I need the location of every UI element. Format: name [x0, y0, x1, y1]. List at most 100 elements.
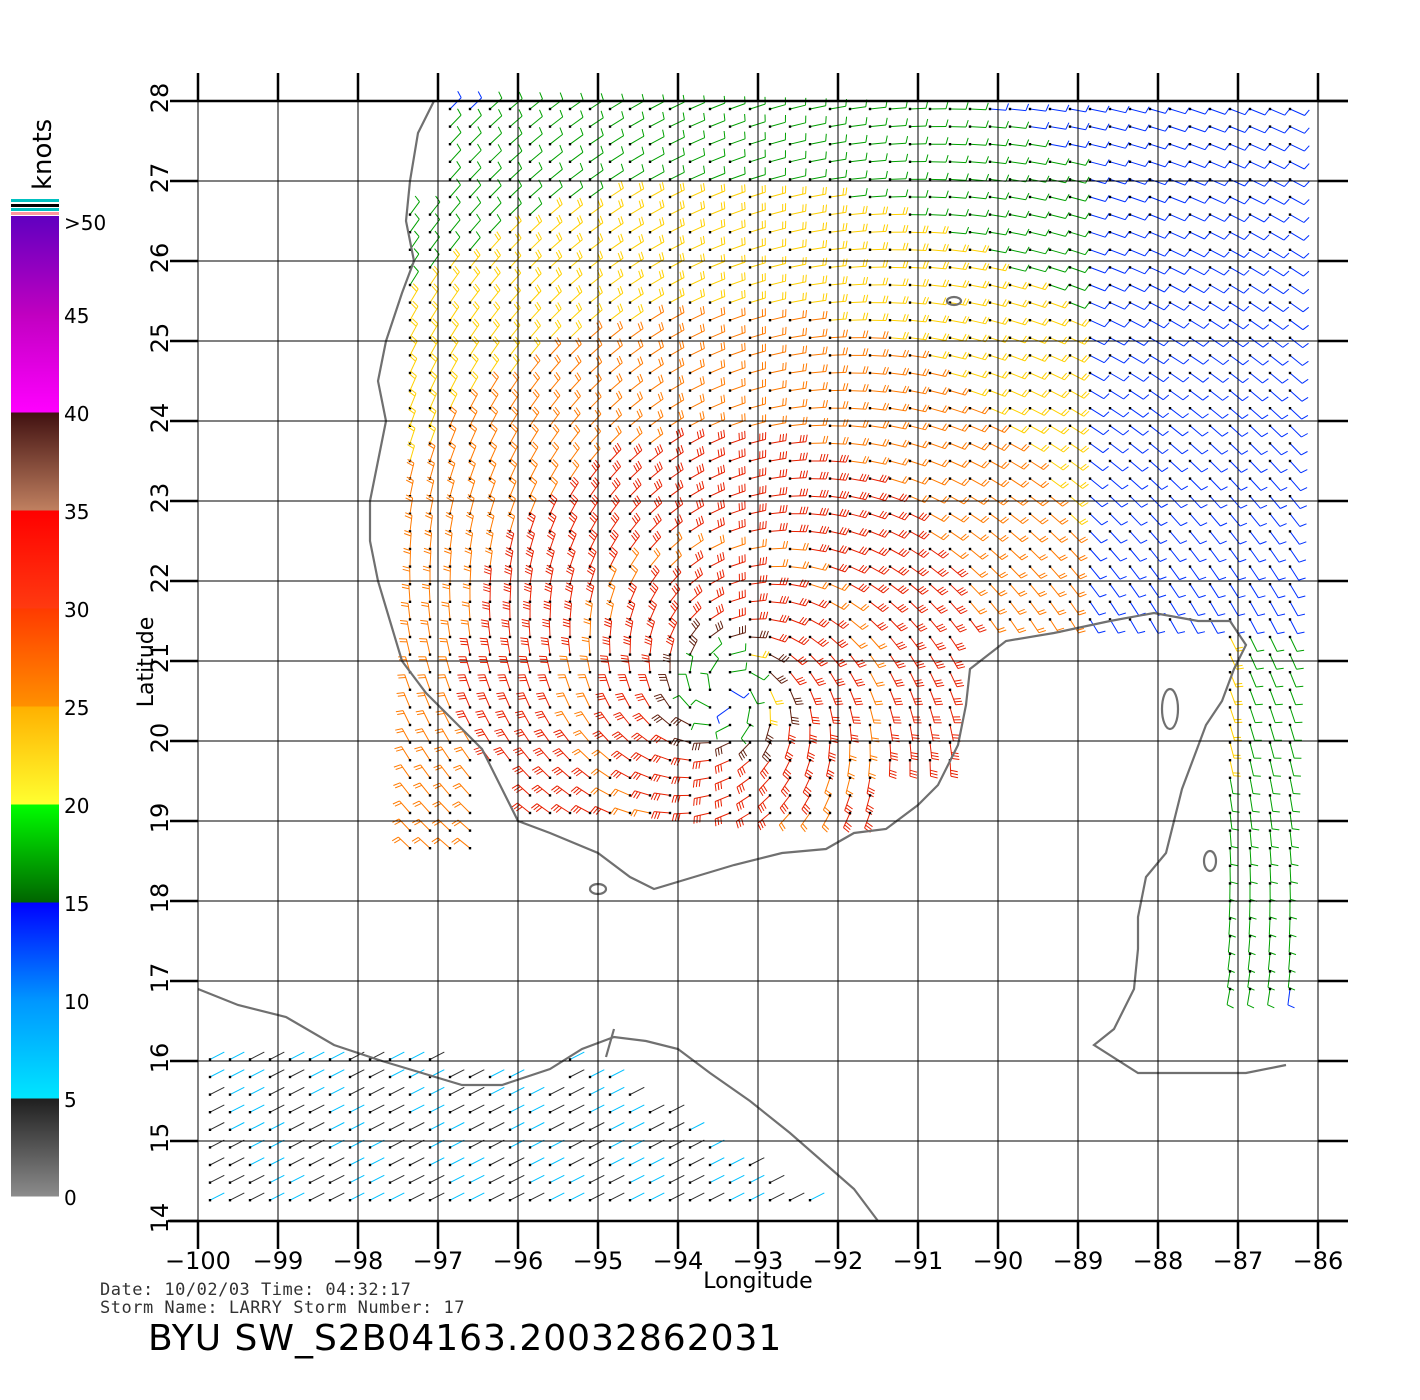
wind-barb — [988, 192, 1010, 200]
wind-barb — [808, 435, 829, 445]
wind-barb — [1068, 140, 1090, 148]
wind-barb — [1168, 248, 1190, 258]
wind-barb — [708, 447, 726, 463]
wind-barb — [888, 688, 904, 706]
wind-barb — [1008, 600, 1027, 615]
y-axis-title: Latitude — [134, 617, 159, 708]
wind-barb — [1088, 195, 1110, 202]
wind-barb — [848, 134, 868, 146]
wind-barb — [648, 1192, 665, 1202]
wind-barb — [1008, 547, 1029, 561]
wind-barb — [648, 374, 664, 392]
wind-barb — [607, 582, 616, 603]
wind-barb — [1188, 583, 1206, 599]
wind-barb — [597, 674, 612, 691]
colorbar-segment — [11, 1000, 59, 1099]
wind-barb — [1008, 299, 1030, 308]
wind-barb — [1268, 195, 1290, 205]
wind-barb — [628, 1157, 645, 1167]
wind-barb — [868, 420, 890, 429]
wind-barb — [508, 196, 522, 216]
wind-barb — [1148, 213, 1170, 221]
wind-barb — [567, 529, 577, 551]
wind-barb — [608, 1086, 625, 1096]
wind-barb — [968, 618, 987, 633]
wind-barb — [668, 270, 685, 287]
wind-barb — [948, 565, 969, 578]
wind-barb — [728, 483, 746, 498]
wind-barb — [474, 728, 492, 744]
wind-barb — [488, 283, 501, 304]
wind-barb — [628, 321, 644, 339]
wind-barb — [1008, 495, 1030, 506]
wind-barb — [568, 1051, 585, 1061]
wind-barb — [948, 333, 970, 342]
wind-barb — [868, 759, 876, 780]
wind-barb — [1168, 495, 1188, 509]
wind-barb — [948, 173, 969, 181]
wind-barb — [588, 1086, 605, 1096]
wind-barb — [728, 518, 746, 533]
wind-barb — [648, 94, 665, 111]
wind-barb — [368, 1104, 385, 1114]
wind-barb — [448, 441, 456, 463]
wind-barb — [1268, 706, 1283, 724]
wind-barb — [1228, 565, 1247, 581]
wind-barb — [888, 135, 909, 146]
wind-barb — [588, 477, 600, 498]
wind-barb — [1028, 495, 1049, 507]
wind-barb — [1248, 424, 1269, 438]
wind-barb — [988, 353, 1010, 361]
wind-barb — [328, 1069, 345, 1079]
wind-barb — [428, 388, 437, 410]
wind-barb — [648, 409, 664, 427]
wind-barb — [288, 1104, 305, 1114]
wind-barb — [568, 162, 584, 181]
wind-barb — [588, 1069, 605, 1079]
wind-barb — [808, 275, 828, 287]
wind-barb — [1228, 248, 1250, 258]
wind-barb — [448, 283, 460, 304]
wind-barb — [478, 656, 492, 674]
wind-barb — [1288, 107, 1310, 116]
wind-barb — [456, 692, 472, 709]
wind-barb — [608, 111, 625, 128]
wind-barb — [568, 389, 581, 410]
wind-barb — [588, 1192, 605, 1202]
wind-barb — [504, 565, 513, 586]
wind-barb — [615, 692, 632, 709]
wind-barb — [1108, 213, 1130, 221]
wind-barb — [568, 127, 584, 146]
wind-barb — [468, 458, 476, 480]
wind-barb — [948, 477, 970, 487]
wind-barb — [468, 423, 478, 445]
wind-barb — [537, 674, 552, 691]
wind-barb — [688, 323, 705, 339]
wind-barb — [448, 196, 461, 216]
coastline-gulf — [368, 100, 1287, 1075]
wind-barb — [308, 1069, 325, 1079]
wind-barb — [608, 251, 624, 269]
wind-barb — [1287, 970, 1296, 991]
wind-barb — [548, 424, 560, 445]
wind-barb — [453, 764, 472, 779]
wind-barb — [508, 1069, 525, 1079]
wind-barb — [1267, 952, 1276, 973]
wind-barb — [505, 529, 515, 551]
wind-barb — [1128, 442, 1149, 454]
wind-barb — [768, 203, 787, 216]
wind-barb — [528, 424, 539, 445]
wind-barb — [708, 586, 725, 603]
wind-barb — [748, 688, 765, 705]
wind-barb — [928, 190, 949, 199]
wind-barb — [407, 441, 415, 463]
wind-barb — [550, 803, 572, 815]
wind-barb — [908, 458, 930, 467]
wind-barb — [1228, 195, 1250, 205]
wind-barb — [908, 278, 929, 287]
wind-barb — [748, 449, 767, 463]
wind-barb — [468, 196, 482, 216]
wind-barb — [788, 115, 807, 128]
wind-barb — [948, 583, 969, 596]
wind-barb — [1088, 212, 1110, 220]
